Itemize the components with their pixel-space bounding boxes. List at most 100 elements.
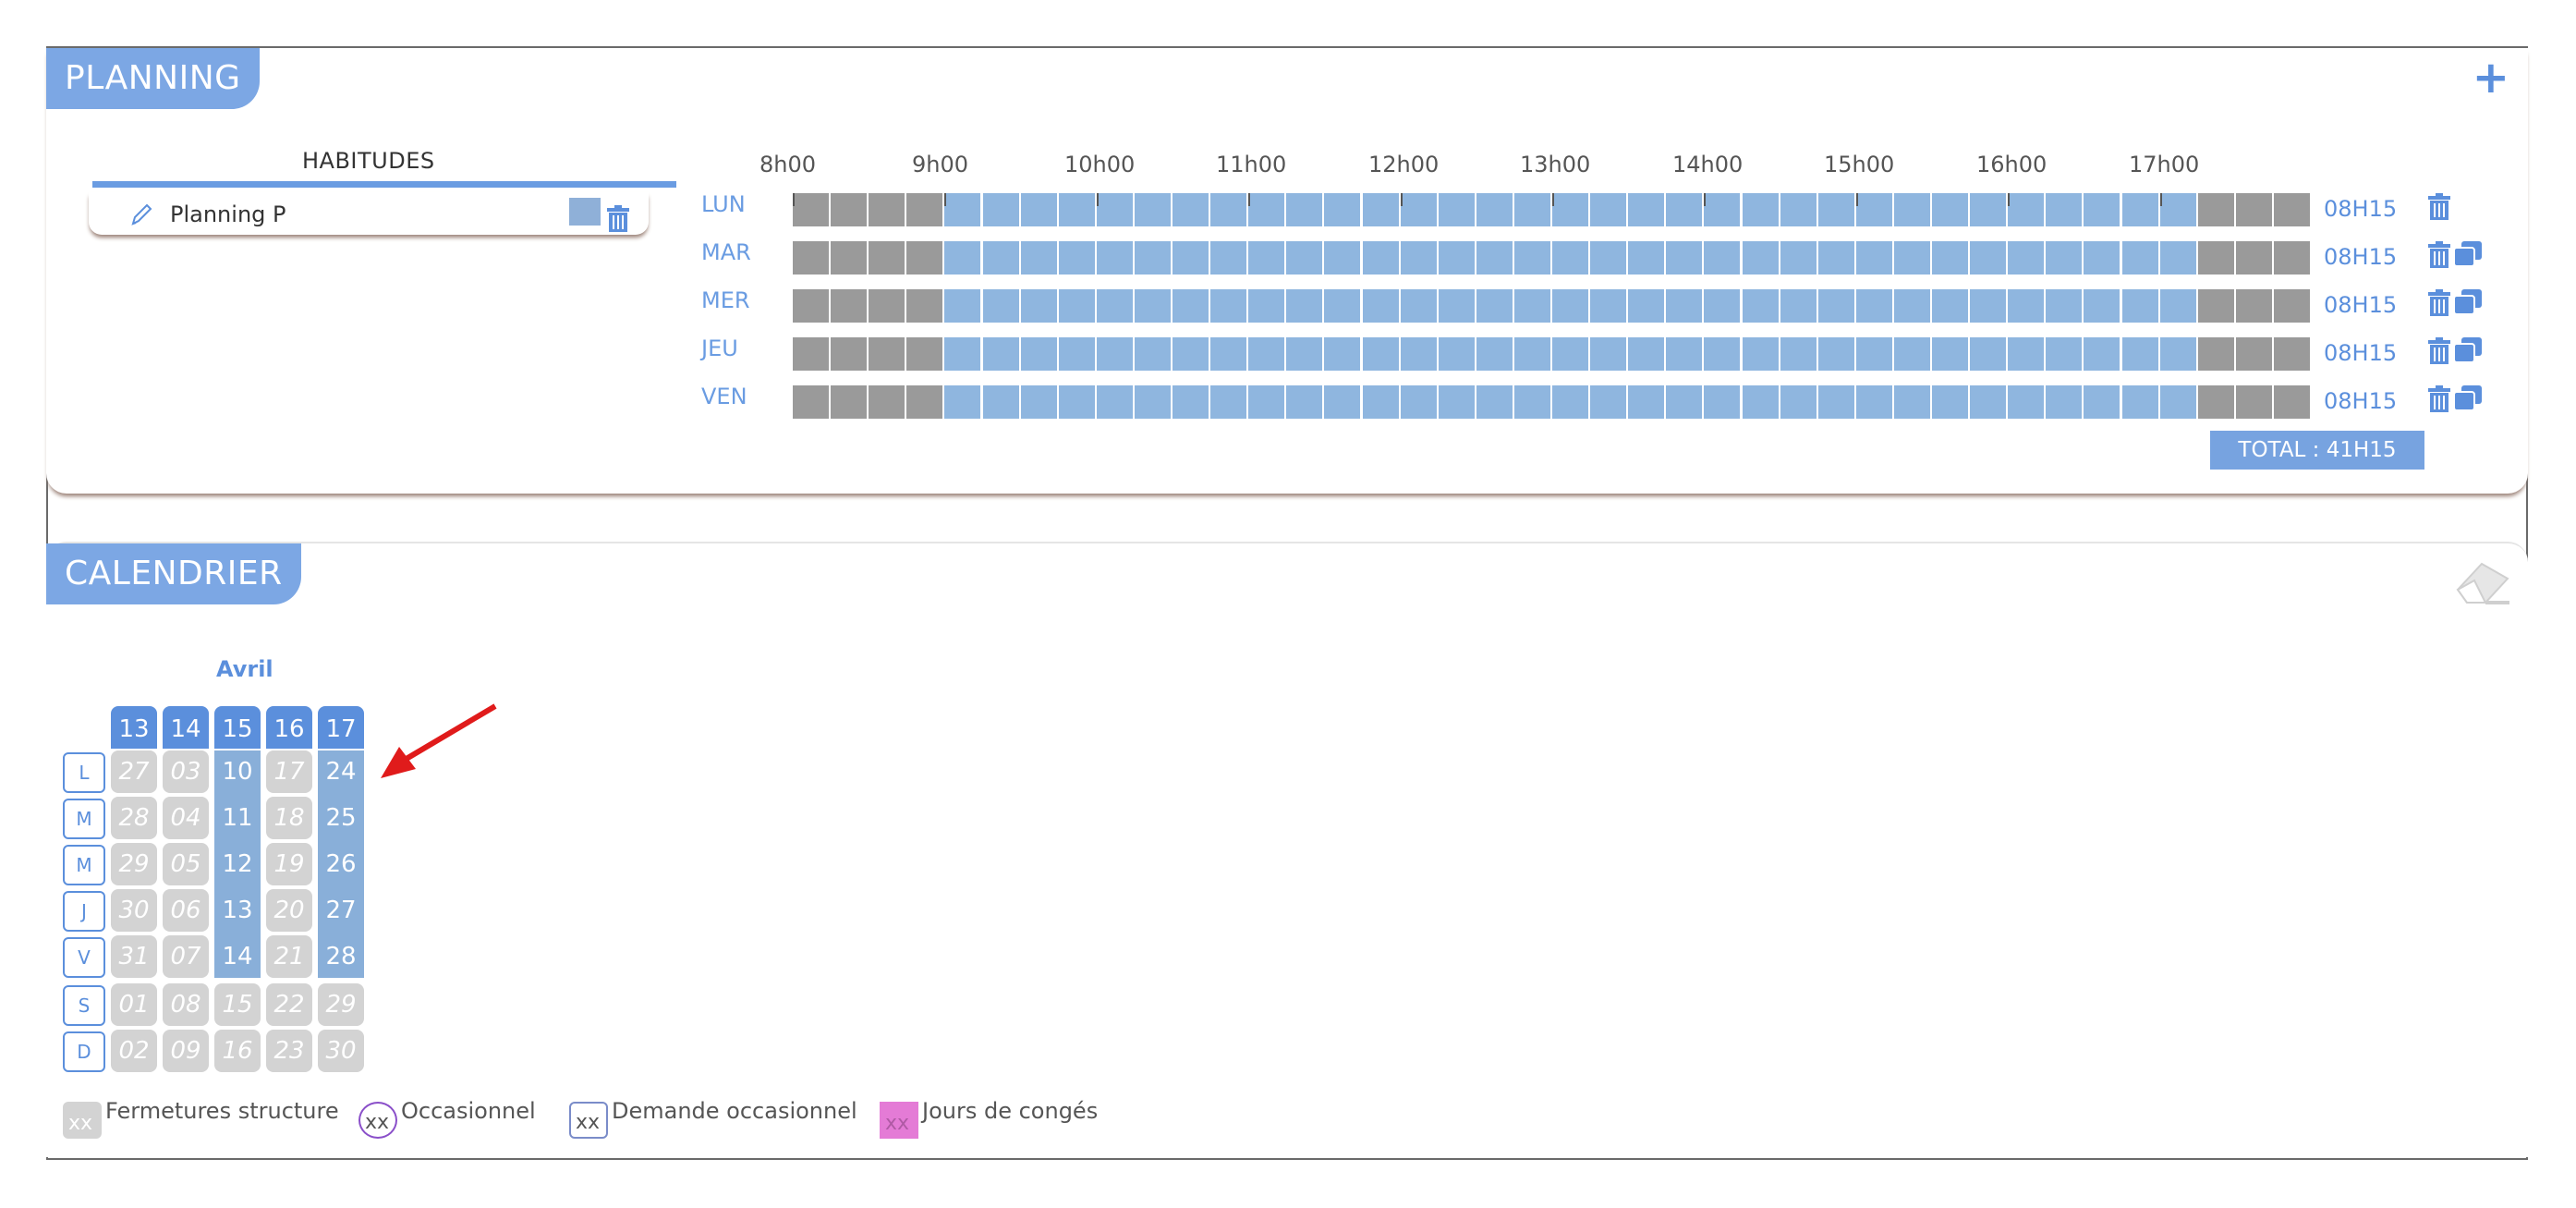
time-slot[interactable] <box>1893 337 1930 371</box>
time-slot[interactable] <box>944 241 981 275</box>
time-slot[interactable] <box>1970 289 2007 323</box>
week-number[interactable]: 17 <box>318 706 364 749</box>
time-slot[interactable] <box>1780 385 1817 419</box>
time-slot[interactable] <box>1513 385 1550 419</box>
time-slot[interactable] <box>1248 193 1285 226</box>
time-slot[interactable] <box>2084 193 2120 226</box>
time-slot[interactable] <box>2046 385 2083 419</box>
time-slot[interactable] <box>2235 193 2272 226</box>
time-slot[interactable] <box>1590 241 1627 275</box>
time-slot[interactable] <box>1400 337 1437 371</box>
time-slot[interactable] <box>1742 193 1779 226</box>
time-slot[interactable] <box>906 193 943 226</box>
time-slot[interactable] <box>1058 241 1095 275</box>
time-slot[interactable] <box>2273 337 2310 371</box>
trash-icon[interactable] <box>2428 241 2450 269</box>
calendar-day[interactable]: 19 <box>266 843 312 885</box>
copy-icon[interactable] <box>2454 289 2482 315</box>
time-slot[interactable] <box>944 193 981 226</box>
time-slot[interactable] <box>1628 385 1665 419</box>
time-slot[interactable] <box>944 337 981 371</box>
time-slot[interactable] <box>1020 337 1057 371</box>
weekday-button[interactable]: J <box>63 891 105 932</box>
time-slot[interactable] <box>1286 289 1323 323</box>
time-slot[interactable] <box>2159 385 2196 419</box>
weekday-button[interactable]: V <box>63 937 105 978</box>
calendar-day[interactable]: 25 <box>318 797 364 843</box>
time-slot[interactable] <box>1096 241 1133 275</box>
time-slot[interactable] <box>1134 289 1171 323</box>
time-slot[interactable] <box>1286 241 1323 275</box>
calendar-day[interactable]: 27 <box>111 750 157 793</box>
time-slot[interactable] <box>906 385 943 419</box>
time-slot[interactable] <box>1817 337 1854 371</box>
time-slot[interactable] <box>1020 289 1057 323</box>
time-slot[interactable] <box>2197 385 2234 419</box>
time-slot[interactable] <box>1893 289 1930 323</box>
calendar-day[interactable]: 24 <box>318 750 364 797</box>
calendar-day[interactable]: 05 <box>163 843 209 885</box>
time-slot[interactable] <box>831 193 868 226</box>
time-slot[interactable] <box>1817 385 1854 419</box>
calendar-day[interactable]: 21 <box>266 935 312 978</box>
time-slot[interactable] <box>2273 385 2310 419</box>
time-slot[interactable] <box>2084 337 2120 371</box>
time-slot[interactable] <box>1400 289 1437 323</box>
time-slot[interactable] <box>1058 385 1095 419</box>
time-slot[interactable] <box>982 193 1019 226</box>
time-slot[interactable] <box>1666 337 1703 371</box>
time-slot[interactable] <box>1438 385 1475 419</box>
calendar-day[interactable]: 31 <box>111 935 157 978</box>
time-slot[interactable] <box>2159 289 2196 323</box>
time-slot[interactable] <box>1552 289 1588 323</box>
time-slot[interactable] <box>1855 241 1892 275</box>
time-slot[interactable] <box>1628 193 1665 226</box>
time-slot[interactable] <box>1134 385 1171 419</box>
time-slot[interactable] <box>2121 337 2158 371</box>
calendar-day[interactable]: 22 <box>266 983 312 1026</box>
time-slot[interactable] <box>1855 289 1892 323</box>
time-slot[interactable] <box>2084 289 2120 323</box>
time-slot[interactable] <box>1704 385 1741 419</box>
time-slot[interactable] <box>1248 289 1285 323</box>
time-slot[interactable] <box>2235 337 2272 371</box>
time-slot[interactable] <box>1780 337 1817 371</box>
time-slot[interactable] <box>831 289 868 323</box>
time-slot[interactable] <box>1742 241 1779 275</box>
time-slot[interactable] <box>1058 289 1095 323</box>
time-slot[interactable] <box>1513 241 1550 275</box>
time-slot[interactable] <box>2159 241 2196 275</box>
copy-icon[interactable] <box>2454 241 2482 267</box>
calendar-day[interactable]: 03 <box>163 750 209 793</box>
time-slot[interactable] <box>1590 385 1627 419</box>
calendar-day[interactable]: 30 <box>111 889 157 932</box>
time-slot[interactable] <box>1096 337 1133 371</box>
weekday-button[interactable]: M <box>63 845 105 885</box>
time-slot[interactable] <box>793 385 829 419</box>
time-slot[interactable] <box>2121 193 2158 226</box>
time-slot[interactable] <box>1400 385 1437 419</box>
time-slot[interactable] <box>1932 241 1968 275</box>
time-slot[interactable] <box>793 337 829 371</box>
weekday-button[interactable]: S <box>63 985 105 1026</box>
time-slot[interactable] <box>982 385 1019 419</box>
time-slot[interactable] <box>1590 289 1627 323</box>
time-slot[interactable] <box>831 241 868 275</box>
time-slot[interactable] <box>1134 193 1171 226</box>
time-slot[interactable] <box>1817 241 1854 275</box>
time-slot[interactable] <box>1096 193 1133 226</box>
time-slot[interactable] <box>1476 241 1513 275</box>
week-number[interactable]: 16 <box>266 706 312 749</box>
time-slot[interactable] <box>1476 337 1513 371</box>
time-slot[interactable] <box>1742 289 1779 323</box>
time-slot[interactable] <box>1932 193 1968 226</box>
time-slot[interactable] <box>1704 193 1741 226</box>
time-slot[interactable] <box>1855 385 1892 419</box>
time-slot[interactable] <box>1286 385 1323 419</box>
time-slot[interactable] <box>1704 289 1741 323</box>
time-slot[interactable] <box>1476 385 1513 419</box>
time-slot[interactable] <box>793 193 829 226</box>
time-slot[interactable] <box>1666 289 1703 323</box>
time-slot[interactable] <box>1324 385 1361 419</box>
time-slot[interactable] <box>1704 241 1741 275</box>
